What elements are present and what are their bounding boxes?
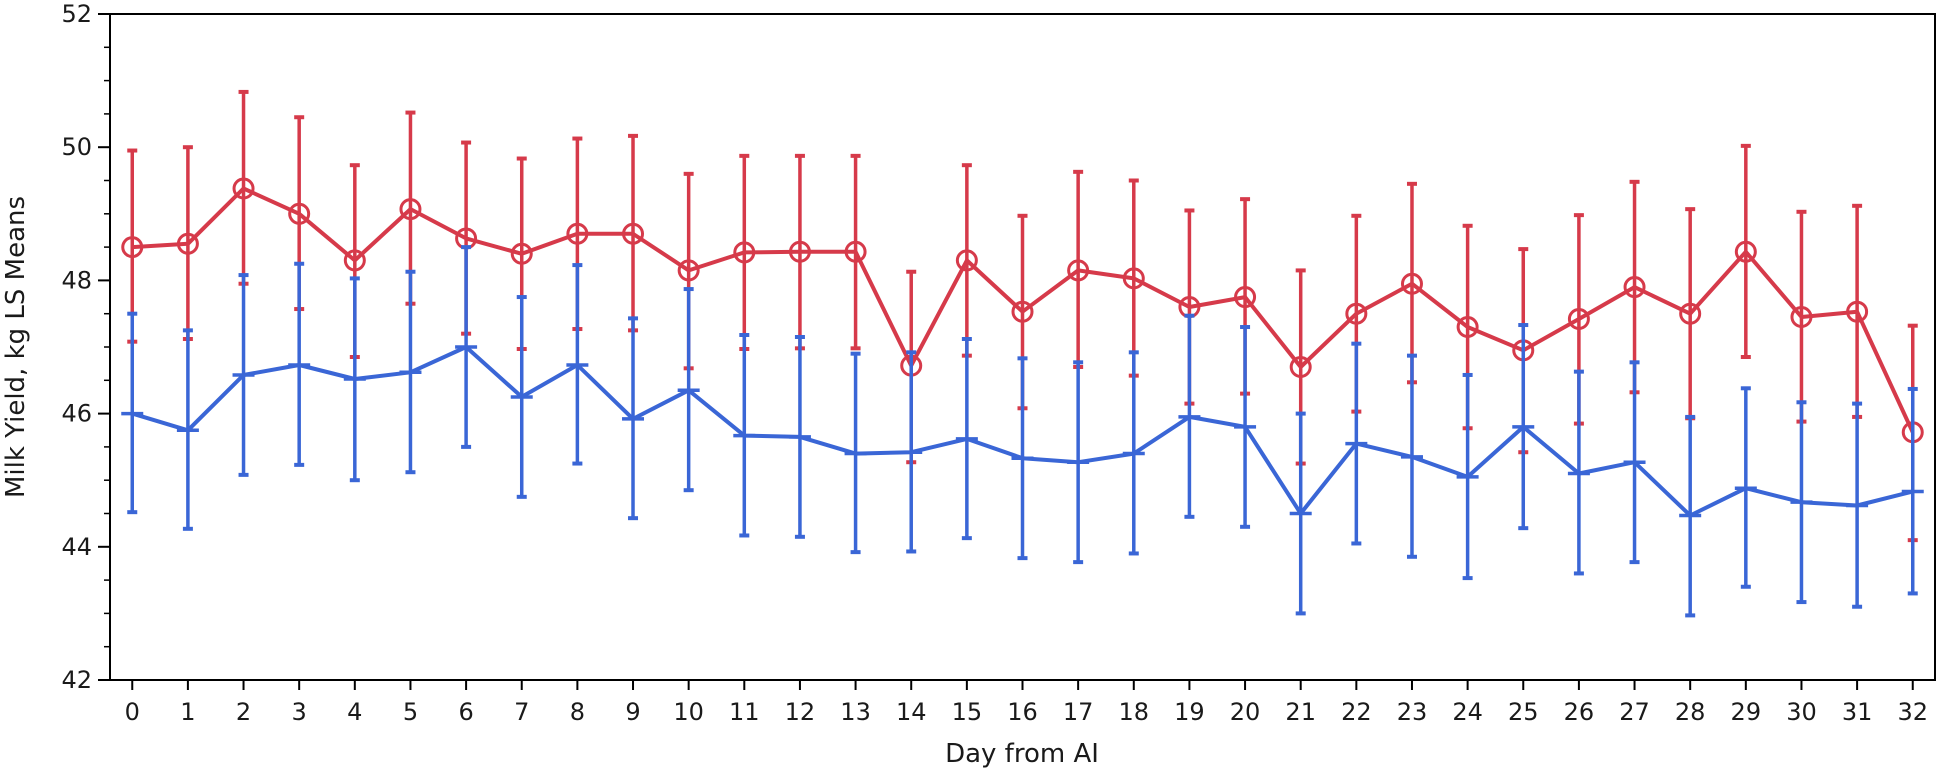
- data-point: [288, 202, 311, 225]
- y-axis: 42 44 46 48 50 52: [61, 0, 110, 694]
- data-point: [844, 240, 867, 263]
- x-tick-label: 19: [1174, 698, 1205, 726]
- x-tick-label: 3: [292, 698, 307, 726]
- x-tick-label: 27: [1619, 698, 1650, 726]
- data-point: [1623, 276, 1646, 299]
- x-tick-label: 18: [1119, 698, 1150, 726]
- x-tick-label: 13: [840, 698, 871, 726]
- x-tick-label: 31: [1842, 698, 1873, 726]
- x-tick-label: 28: [1675, 698, 1706, 726]
- data-point: [1122, 267, 1145, 290]
- data-point: [510, 242, 533, 265]
- data-point: [1289, 355, 1312, 378]
- data-point: [1400, 272, 1423, 295]
- data-point: [232, 177, 255, 200]
- y-tick-label: 50: [61, 133, 92, 161]
- x-tick-label: 30: [1786, 698, 1817, 726]
- x-axis: 0 1 2 3 4 5 6 7 8 9 10 11 12 13 14 15 16 17 18 19 20 21 22 23 24…: [125, 680, 1928, 726]
- data-point: [1011, 300, 1034, 323]
- x-tick-label: 32: [1897, 698, 1928, 726]
- x-tick-label: 8: [570, 698, 585, 726]
- x-tick-label: 22: [1341, 698, 1372, 726]
- data-point: [1345, 302, 1368, 325]
- x-tick-label: 25: [1508, 698, 1539, 726]
- y-tick-label: 42: [61, 666, 92, 694]
- x-tick-label: 14: [896, 698, 927, 726]
- data-point: [677, 259, 700, 282]
- x-tick-label: 15: [952, 698, 983, 726]
- data-point: [1067, 259, 1090, 282]
- x-tick-label: 0: [125, 698, 140, 726]
- x-tick-label: 7: [514, 698, 529, 726]
- x-axis-title: Day from AI: [945, 739, 1099, 769]
- data-point: [566, 222, 589, 245]
- x-tick-label: 12: [785, 698, 816, 726]
- data-point: [399, 198, 422, 221]
- data-point: [1567, 308, 1590, 331]
- x-tick-label: 26: [1564, 698, 1595, 726]
- x-tick-label: 17: [1063, 698, 1094, 726]
- data-point: [343, 249, 366, 272]
- x-tick-label: 4: [347, 698, 362, 726]
- y-tick-label: 52: [61, 0, 92, 28]
- data-point: [1234, 286, 1257, 309]
- y-tick-label: 48: [61, 266, 92, 294]
- x-tick-label: 11: [729, 698, 760, 726]
- series-1: [121, 245, 1924, 618]
- data-point: [1679, 302, 1702, 325]
- y-axis-title: Milk Yield, kg LS Means: [1, 196, 31, 498]
- data-point: [121, 236, 144, 259]
- series-layer: [121, 89, 1924, 618]
- x-tick-label: 9: [625, 698, 640, 726]
- x-tick-label: 29: [1731, 698, 1762, 726]
- data-point: [955, 249, 978, 272]
- series-line: [132, 186, 1915, 434]
- x-tick-label: 24: [1452, 698, 1483, 726]
- x-tick-label: 10: [673, 698, 704, 726]
- x-tick-label: 20: [1230, 698, 1261, 726]
- data-point: [788, 240, 811, 263]
- data-point: [1734, 240, 1757, 263]
- data-point: [176, 232, 199, 255]
- data-point: [622, 222, 645, 245]
- data-point: [1456, 316, 1479, 339]
- x-tick-label: 6: [458, 698, 473, 726]
- y-tick-label: 46: [61, 400, 92, 428]
- data-point: [1846, 300, 1869, 323]
- x-tick-label: 21: [1285, 698, 1316, 726]
- x-tick-label: 2: [236, 698, 251, 726]
- data-point: [1790, 306, 1813, 329]
- y-tick-label: 44: [61, 533, 92, 561]
- x-tick-label: 23: [1397, 698, 1428, 726]
- data-point: [733, 241, 756, 264]
- x-tick-label: 5: [403, 698, 418, 726]
- x-tick-label: 1: [180, 698, 195, 726]
- x-tick-label: 16: [1007, 698, 1038, 726]
